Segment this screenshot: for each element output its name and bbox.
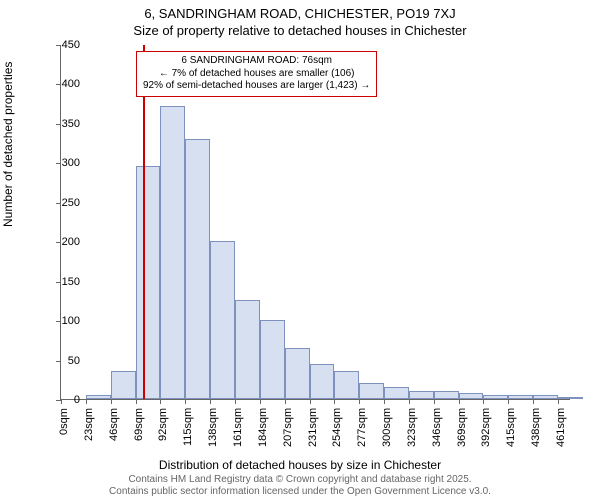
histogram-bar [533, 395, 558, 399]
histogram-bar [210, 241, 235, 399]
y-axis-label: Number of detached properties [1, 62, 15, 227]
x-tick [334, 399, 335, 404]
x-tick-label: 392sqm [480, 408, 492, 447]
footer-credits: Contains HM Land Registry data © Crown c… [0, 474, 600, 498]
x-tick-label: 46sqm [108, 408, 120, 441]
x-tick [260, 399, 261, 404]
reference-line [143, 45, 145, 399]
histogram-bar [334, 371, 359, 399]
y-tick-label: 450 [50, 39, 80, 51]
x-tick [359, 399, 360, 404]
x-tick [508, 399, 509, 404]
x-tick [235, 399, 236, 404]
x-tick [558, 399, 559, 404]
page-subtitle: Size of property relative to detached ho… [0, 23, 600, 40]
x-tick-label: 277sqm [356, 408, 368, 447]
x-tick-label: 231sqm [307, 408, 319, 447]
x-tick [111, 399, 112, 404]
x-tick-label: 369sqm [456, 408, 468, 447]
histogram-bar [285, 348, 310, 399]
page-title: 6, SANDRINGHAM ROAD, CHICHESTER, PO19 7X… [0, 6, 600, 23]
x-tick-label: 184sqm [257, 408, 269, 447]
x-tick [285, 399, 286, 404]
footer-line1: Contains HM Land Registry data © Crown c… [0, 474, 600, 486]
y-tick-label: 300 [50, 157, 80, 169]
x-tick [136, 399, 137, 404]
x-tick-label: 415sqm [505, 408, 517, 447]
y-tick-label: 0 [50, 394, 80, 406]
x-tick [384, 399, 385, 404]
histogram-bar [359, 383, 384, 399]
y-tick-label: 400 [50, 78, 80, 90]
histogram-bar [136, 166, 161, 399]
x-tick-label: 23sqm [83, 408, 95, 441]
x-tick [86, 399, 87, 404]
y-tick-label: 350 [50, 118, 80, 130]
histogram-bar [260, 320, 285, 399]
x-tick-label: 207sqm [282, 408, 294, 447]
footer-line2: Contains public sector information licen… [0, 486, 600, 498]
histogram-bar [459, 393, 484, 399]
x-tick [310, 399, 311, 404]
y-tick-label: 150 [50, 276, 80, 288]
x-tick [533, 399, 534, 404]
x-tick-label: 461sqm [555, 408, 567, 447]
annotation-line2: ← 7% of detached houses are smaller (106… [143, 68, 370, 81]
x-tick-label: 323sqm [406, 408, 418, 447]
annotation-line1: 6 SANDRINGHAM ROAD: 76sqm [143, 55, 370, 68]
x-tick [434, 399, 435, 404]
histogram-bar [185, 139, 210, 399]
annotation-box: 6 SANDRINGHAM ROAD: 76sqm← 7% of detache… [136, 51, 377, 97]
x-tick [160, 399, 161, 404]
histogram-bar [409, 391, 434, 399]
x-tick-label: 92sqm [157, 408, 169, 441]
histogram-bar [160, 106, 185, 399]
histogram-bar [434, 391, 459, 399]
y-tick-label: 200 [50, 236, 80, 248]
x-tick [185, 399, 186, 404]
x-axis-label: Distribution of detached houses by size … [0, 458, 600, 472]
x-tick-label: 161sqm [232, 408, 244, 447]
annotation-line3: 92% of semi-detached houses are larger (… [143, 80, 370, 93]
histogram-bar [310, 364, 335, 400]
histogram-bar [508, 395, 533, 399]
y-tick-label: 100 [50, 315, 80, 327]
y-tick-label: 50 [50, 355, 80, 367]
histogram-bar [111, 371, 136, 399]
x-tick-label: 438sqm [530, 408, 542, 447]
x-tick-label: 115sqm [182, 408, 194, 446]
x-tick [483, 399, 484, 404]
histogram-bar [558, 397, 583, 399]
histogram-bar [235, 300, 260, 399]
x-tick [210, 399, 211, 404]
x-tick-label: 300sqm [381, 408, 393, 447]
x-tick [409, 399, 410, 404]
x-tick-label: 0sqm [58, 408, 70, 435]
histogram-chart: 0sqm23sqm46sqm69sqm92sqm115sqm138sqm161s… [60, 45, 570, 400]
x-tick-label: 69sqm [133, 408, 145, 441]
histogram-bar [384, 387, 409, 399]
y-tick-label: 250 [50, 197, 80, 209]
histogram-bar [483, 395, 508, 399]
x-tick-label: 138sqm [207, 408, 219, 447]
x-tick [459, 399, 460, 404]
x-tick-label: 346sqm [431, 408, 443, 447]
x-tick-label: 254sqm [331, 408, 343, 447]
histogram-bar [86, 395, 111, 399]
